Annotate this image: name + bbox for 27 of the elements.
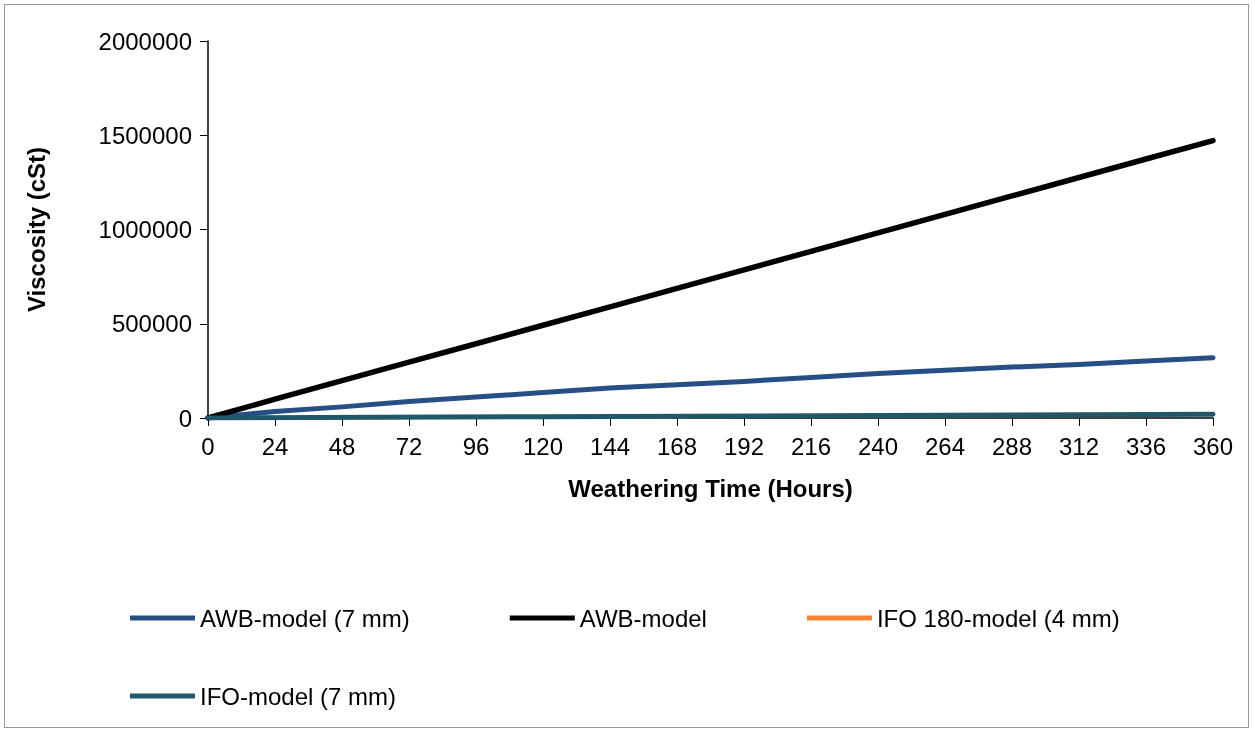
x-tick-label: 24 — [261, 432, 289, 460]
y-tick-label: 1500000 — [98, 121, 192, 149]
y-tick-label: 2000000 — [98, 27, 192, 55]
x-tick-label: 312 — [1058, 432, 1100, 460]
x-tick-label: 96 — [462, 432, 490, 460]
x-tick-label: 144 — [589, 432, 631, 460]
x-tick-label: 48 — [328, 432, 356, 460]
x-tick-label: 216 — [790, 432, 832, 460]
legend-label: IFO-model (7 mm) — [200, 682, 397, 710]
y-tick-label: 500000 — [111, 310, 192, 338]
x-tick-label: 0 — [201, 432, 215, 460]
x-tick-label: 72 — [395, 432, 423, 460]
y-tick-label: 0 — [178, 404, 192, 432]
legend-label: AWB-model (7 mm) — [200, 604, 410, 632]
legend-label: IFO 180-model (4 mm) — [876, 604, 1120, 632]
x-tick-label: 192 — [723, 432, 765, 460]
y-axis-title: Viscosity (cSt) — [22, 147, 50, 312]
x-axis-title: Weathering Time (Hours) — [568, 474, 853, 502]
x-tick-label: 288 — [991, 432, 1033, 460]
x-tick-label: 264 — [924, 432, 966, 460]
x-tick-label: 120 — [522, 432, 564, 460]
legend-label: AWB-model — [579, 604, 707, 632]
x-tick-label: 360 — [1192, 432, 1234, 460]
y-tick-label: 1000000 — [98, 216, 192, 243]
x-tick-label: 240 — [857, 432, 899, 460]
x-tick-label: 168 — [656, 432, 698, 460]
x-tick-label: 336 — [1125, 432, 1167, 460]
